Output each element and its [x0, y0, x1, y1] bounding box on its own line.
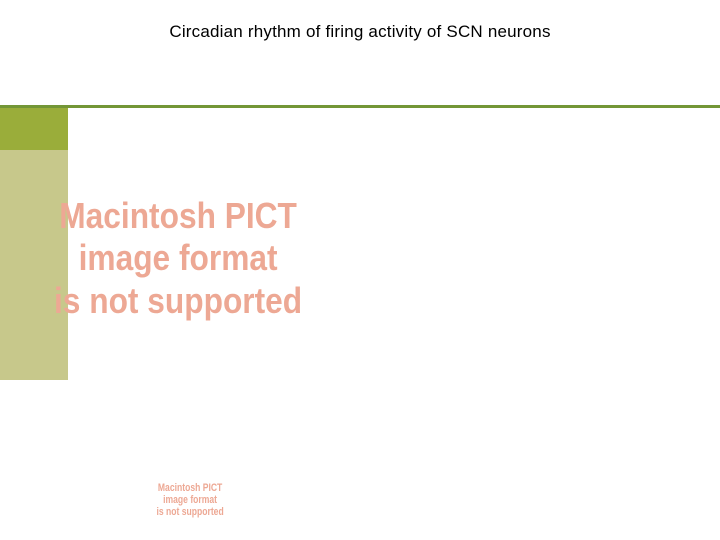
pict-placeholder-small: Macintosh PICT image format is not suppo…	[156, 482, 223, 518]
pict-small-line3: is not supported	[156, 506, 223, 518]
pict-small-line2: image format	[163, 494, 217, 506]
pict-small-line1: Macintosh PICT	[158, 482, 222, 494]
pict-main-line2: image format	[79, 237, 278, 278]
slide-title: Circadian rhythm of firing activity of S…	[0, 22, 720, 42]
pict-main-line3: is not supported	[54, 280, 302, 321]
divider-line	[0, 105, 720, 108]
slide-container: Circadian rhythm of firing activity of S…	[0, 0, 720, 540]
pict-placeholder-small-wrap: Macintosh PICT image format is not suppo…	[0, 482, 380, 520]
pict-placeholder-main: Macintosh PICT image format is not suppo…	[54, 195, 302, 322]
pict-main-line1: Macintosh PICT	[59, 195, 297, 236]
left-accent-top	[0, 108, 68, 150]
